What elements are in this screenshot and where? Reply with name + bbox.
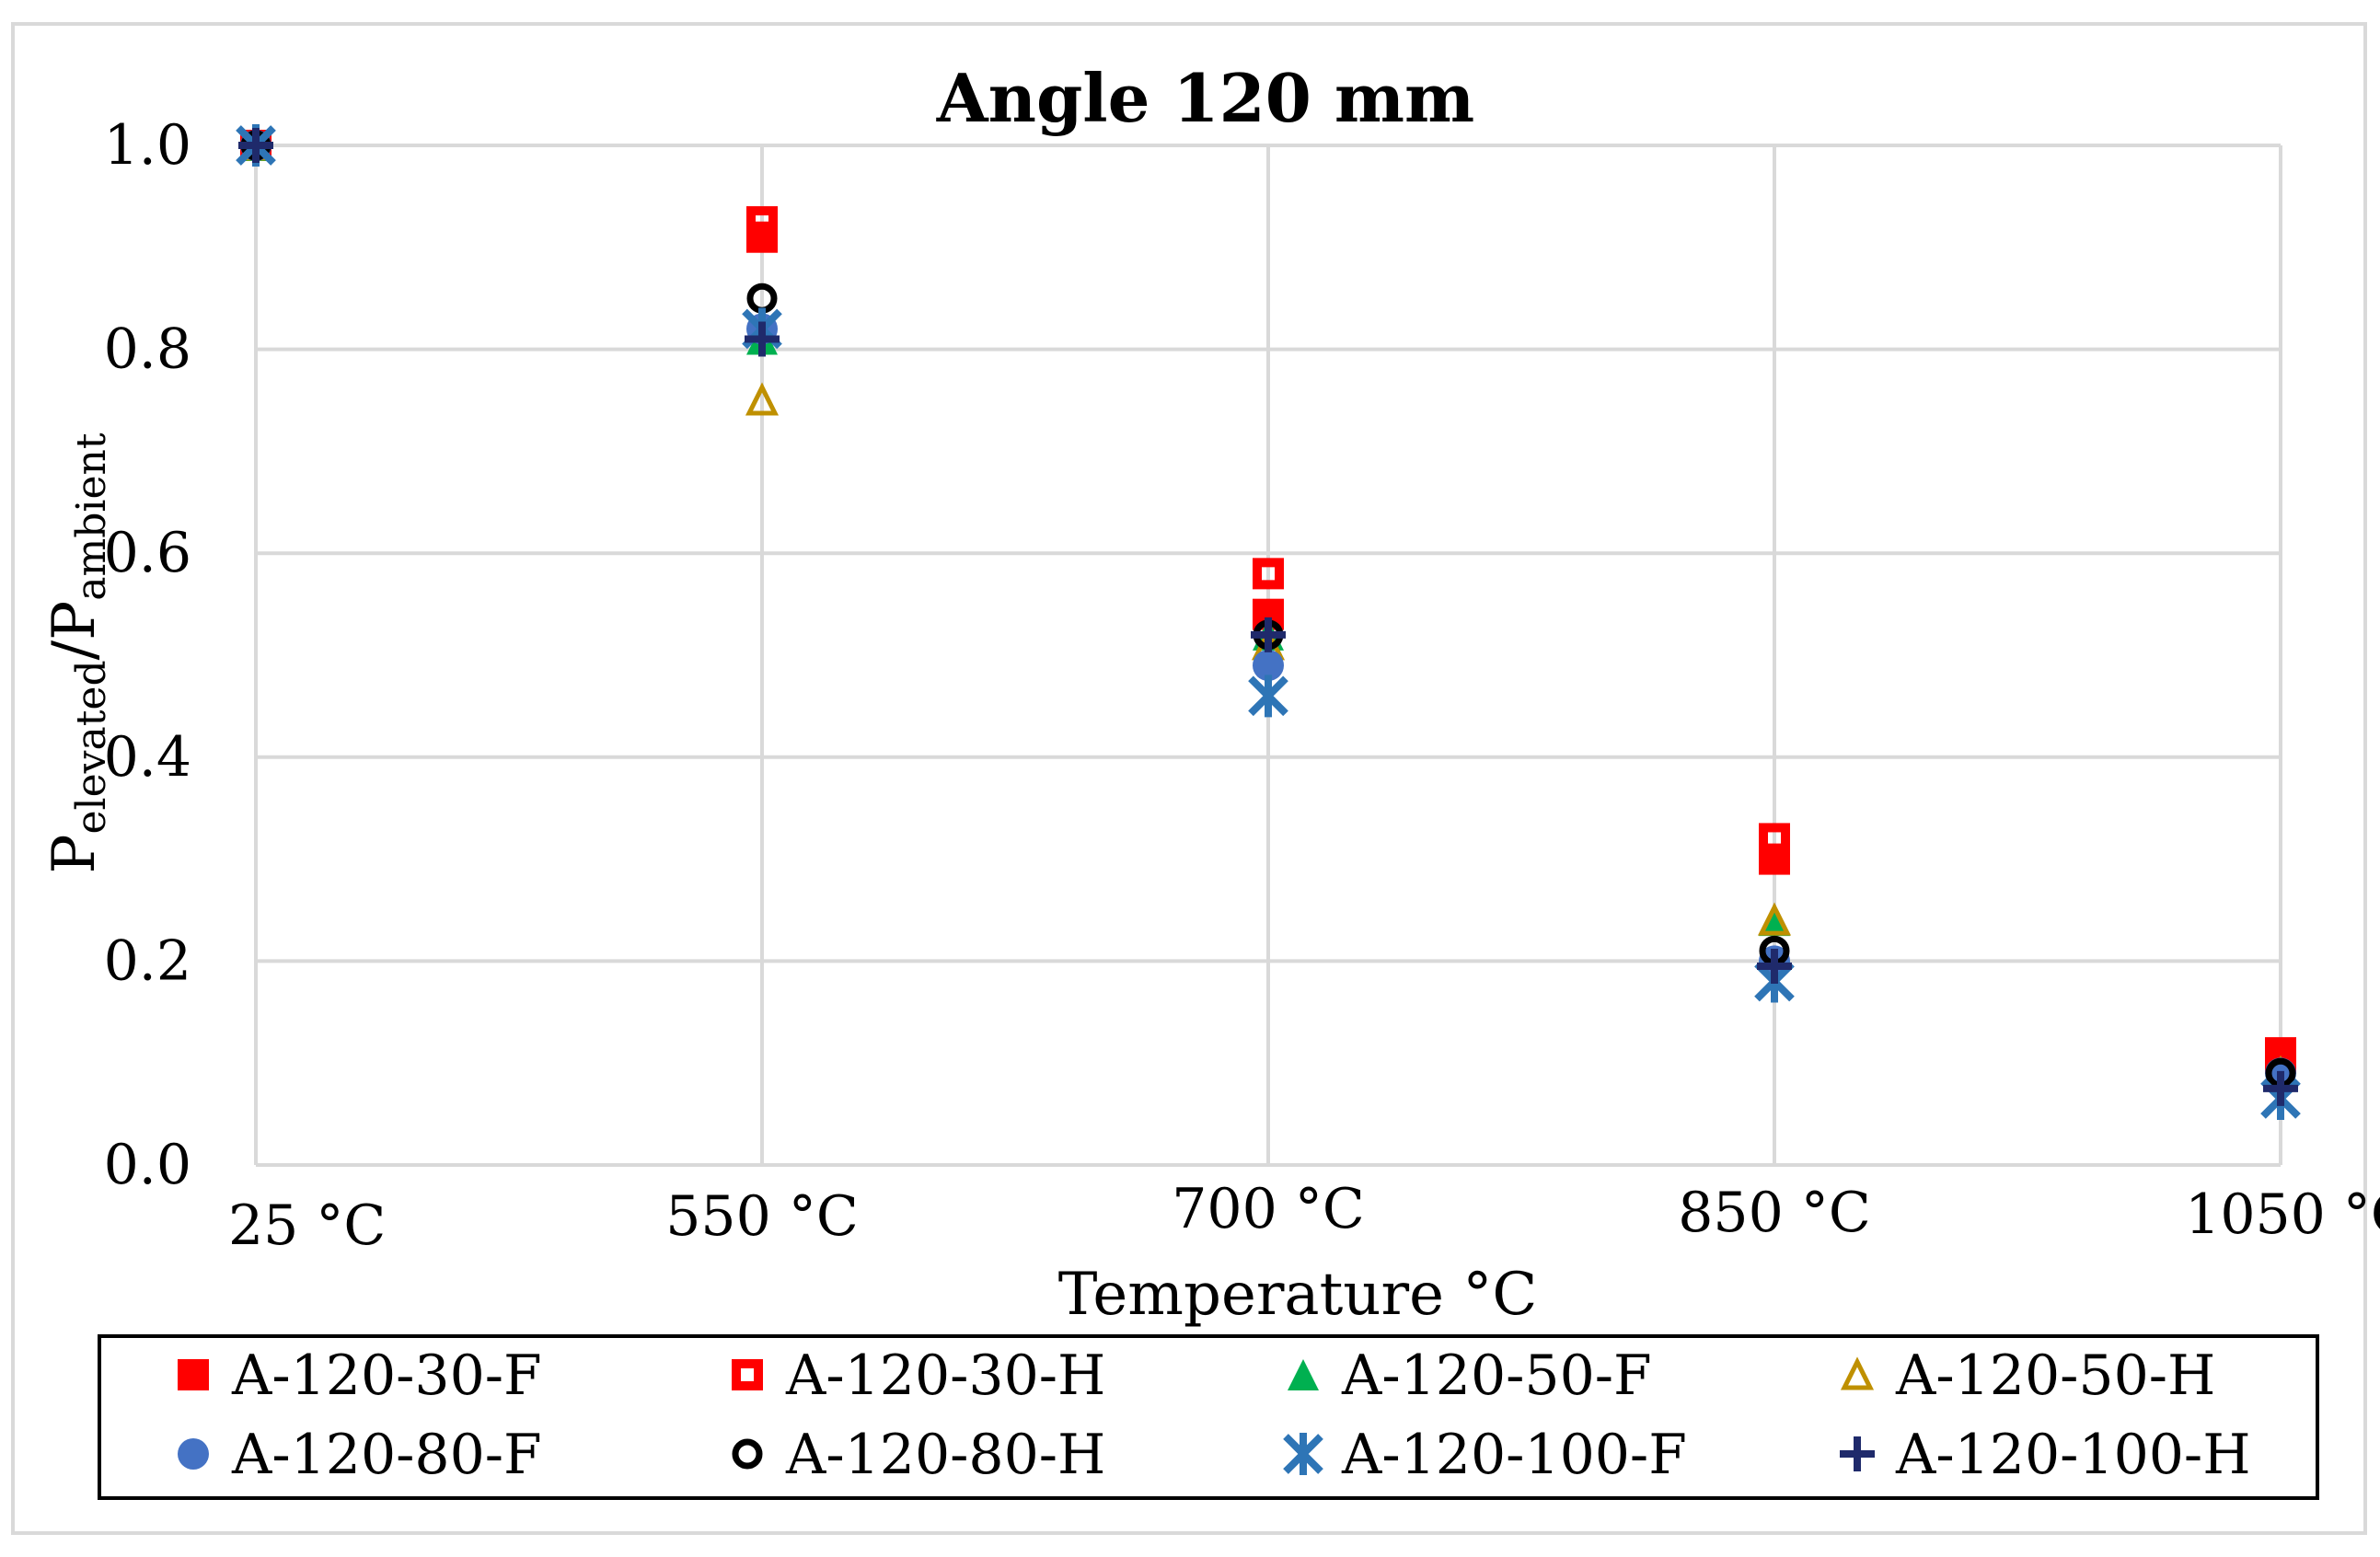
x-tick-label-2: 700 °C <box>1172 1177 1365 1241</box>
y-axis-title-sub2: ambient <box>68 432 115 601</box>
data-markers <box>236 124 2301 1120</box>
legend-marker-2 <box>1288 1359 1319 1390</box>
marker-A-120-30-H-2 <box>1253 558 1284 590</box>
legend-marker-1 <box>732 1359 763 1390</box>
y-axis-title-sub1: elevated <box>68 660 115 834</box>
legend-label-3: A-120-50-H <box>1895 1344 2215 1408</box>
legend-marker-6 <box>1283 1433 1323 1475</box>
marker-A-120-100-H-2 <box>1251 617 1286 652</box>
y-axis-title: Pelevated/Pambient <box>40 432 115 873</box>
y-axis-title-main: P <box>40 834 109 873</box>
legend-marker-4 <box>178 1438 209 1470</box>
legend-label-4: A-120-80-F <box>231 1423 542 1487</box>
chart-title: Angle 120 mm <box>936 59 1475 137</box>
x-tick-label-3: 850 °C <box>1678 1181 1871 1245</box>
y-tick-label-1: 0.2 <box>104 928 191 993</box>
legend-label-7: A-120-100-H <box>1895 1423 2251 1487</box>
legend-box <box>98 1334 2319 1500</box>
x-tick-label-0: 25 °C <box>228 1194 386 1258</box>
legend-label-6: A-120-100-F <box>1341 1423 1687 1487</box>
legend-label-1: A-120-30-H <box>785 1344 1105 1408</box>
legend-label-2: A-120-50-F <box>1341 1344 1652 1408</box>
y-tick-label-0: 0.0 <box>104 1133 191 1197</box>
y-tick-label-5: 1.0 <box>104 113 191 178</box>
legend-label-5: A-120-80-H <box>785 1423 1105 1487</box>
x-tick-label-1: 550 °C <box>665 1184 859 1249</box>
marker-A-120-50-H-1 <box>745 382 780 416</box>
marker-A-120-50-H-3 <box>1757 902 1792 936</box>
legend-marker-7 <box>1840 1436 1875 1471</box>
marker-A-120-100-F-2 <box>1248 675 1288 718</box>
legend-marker-5 <box>732 1438 763 1470</box>
legend-marker-3 <box>1840 1356 1875 1390</box>
y-tick-label-2: 0.4 <box>104 725 191 790</box>
tick-labels: 0.0 0.2 0.4 0.6 0.8 1.0 25 °C 550 °C 700 °C 850 °… <box>104 113 2380 1258</box>
marker-A-120-80-F-2 <box>1253 650 1284 682</box>
legend: A-120-30-F A-120-30-H A-120-50-F A-120-50-H… <box>98 1334 2319 1500</box>
chart-outer-border <box>11 22 2367 1535</box>
marker-A-120-30-H-3 <box>1759 823 1790 855</box>
x-axis-title: Temperature °C <box>1058 1261 1538 1329</box>
marker-A-120-30-H-1 <box>746 206 778 238</box>
x-tick-label-4: 1050 °C <box>2185 1182 2380 1247</box>
marker-A-120-100-H-4 <box>2263 1070 2298 1106</box>
marker-A-120-100-H-3 <box>1757 948 1792 984</box>
legend-marker-0 <box>178 1359 209 1390</box>
y-tick-label-4: 0.8 <box>104 317 191 382</box>
marker-A-120-100-H-0 <box>238 128 273 163</box>
y-tick-label-3: 0.6 <box>104 521 191 585</box>
legend-label-0: A-120-30-F <box>231 1344 542 1408</box>
marker-A-120-100-H-1 <box>745 321 780 357</box>
y-axis-title-sep: /P <box>40 601 109 661</box>
